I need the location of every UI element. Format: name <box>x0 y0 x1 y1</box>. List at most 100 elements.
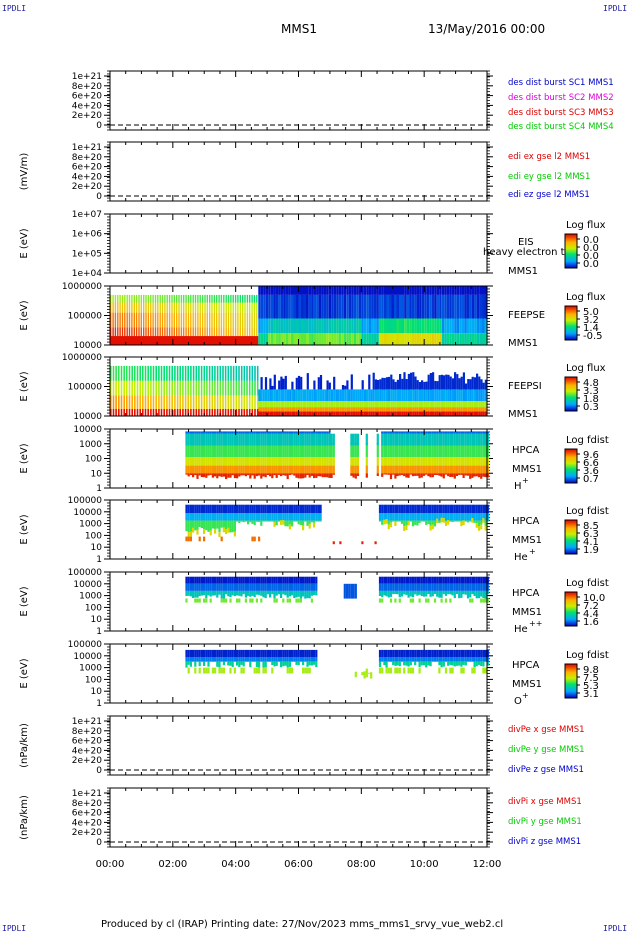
spectrogram-cell <box>469 576 472 584</box>
spectrogram-cell <box>229 590 232 598</box>
spectrogram-cell <box>174 380 176 396</box>
spectrogram-cell <box>337 407 340 412</box>
spectrogram-cell <box>299 457 302 466</box>
spectrogram-cell <box>392 411 395 416</box>
spectrogram-cell <box>464 294 467 319</box>
spectrogram-cell <box>222 457 225 466</box>
colorbar-title: Log fdist <box>566 506 609 517</box>
spectrogram-cell <box>209 657 212 662</box>
spectrogram-cell <box>363 286 367 295</box>
spectrogram-cell <box>486 598 489 603</box>
spectrogram-cell <box>142 380 144 396</box>
spectrogram-cell <box>277 457 280 466</box>
spectrogram-cell <box>176 380 179 396</box>
spectrogram-cell <box>409 590 412 597</box>
spectrogram-cell <box>464 590 467 595</box>
spectrogram-cell <box>407 401 410 408</box>
spectrogram-cell <box>291 465 294 474</box>
spectrogram-cell <box>313 576 316 584</box>
spectrogram-cell <box>328 407 331 412</box>
spectrogram-cell <box>478 411 481 416</box>
spectrogram-cell <box>442 504 445 513</box>
colorbar-tick-label: 1.8 <box>583 394 599 405</box>
spectrogram-cell <box>429 286 432 295</box>
spectrogram-cell <box>422 513 426 521</box>
spectrogram-cell <box>429 649 432 657</box>
spectrogram-cell <box>429 401 432 408</box>
spectrogram-cell <box>478 376 481 390</box>
spectrogram-cell <box>427 445 430 458</box>
spectrogram-cell <box>253 520 256 525</box>
spectrogram-cell <box>258 473 261 476</box>
spectrogram-cell <box>251 408 254 416</box>
spectrogram-cell <box>251 445 254 458</box>
spectrogram-cell <box>260 401 263 408</box>
spectrogram-cell <box>126 408 128 416</box>
spectrogram-cell <box>389 598 393 603</box>
spectrogram-cell <box>238 649 241 657</box>
spectrogram-cell <box>214 513 217 521</box>
spectrogram-cell <box>213 302 216 313</box>
spectrogram-cell <box>158 395 160 409</box>
spectrogram-cell <box>387 457 390 466</box>
y-tick-label: 100000 <box>68 312 103 322</box>
spectrogram-cell <box>376 433 379 446</box>
spectrogram-cell <box>275 513 278 521</box>
spectrogram-cell <box>269 520 272 522</box>
spectrogram-cell <box>412 411 415 416</box>
spectrogram-cell <box>205 520 208 531</box>
spectrogram-cell <box>451 465 454 474</box>
spectrogram-cell <box>392 513 395 521</box>
spectrogram-cell <box>414 431 417 434</box>
spectrogram-cell <box>280 333 284 345</box>
spectrogram-cell <box>196 598 199 603</box>
spectrogram-cell <box>387 445 390 458</box>
spectrogram-cell <box>275 657 278 662</box>
spectrogram-cell <box>311 294 314 319</box>
spectrogram-cell <box>438 407 441 412</box>
spectrogram-cell <box>477 433 481 446</box>
spectrogram-cell <box>216 657 219 662</box>
spectrogram-cell <box>284 431 287 434</box>
spectrogram-cell <box>330 411 334 416</box>
spectrogram-cell <box>451 576 454 584</box>
spectrogram-cell <box>445 407 448 412</box>
spectrogram-cell <box>454 401 457 408</box>
spectrogram-cell <box>357 389 360 402</box>
spectrogram-cell <box>258 318 261 334</box>
spectrogram-cell <box>182 395 184 409</box>
spectrogram-cell <box>196 657 199 662</box>
spectrogram-cell <box>394 649 397 657</box>
spectrogram-cell <box>313 389 316 402</box>
spectrogram-cell <box>471 294 475 319</box>
spectrogram-cell <box>284 389 287 402</box>
spectrogram-cell <box>136 365 139 381</box>
spectrogram-cell <box>405 379 408 390</box>
instrument-label: HPCA <box>512 588 540 599</box>
spectrogram-cell <box>198 536 201 542</box>
spectrogram-cell <box>407 649 410 657</box>
spectrogram-cell <box>255 433 258 446</box>
spectrogram-cell <box>330 407 334 412</box>
spectrogram-cell <box>482 518 485 523</box>
y-tick-label: 4e+20 <box>72 746 103 756</box>
spectrogram-cell <box>401 294 404 319</box>
spectrogram-cell <box>328 294 332 319</box>
spectrogram-cell <box>326 407 329 412</box>
colorbar-tick-label: 4.1 <box>583 537 599 548</box>
spectrogram-cell <box>425 657 428 662</box>
spectrogram-cell <box>466 473 470 476</box>
spectrogram-cell <box>295 401 298 408</box>
spectrogram-cell <box>442 513 445 521</box>
spectrogram-cell <box>297 433 300 446</box>
spectrogram-cell <box>403 576 406 584</box>
spectrogram-cell <box>454 294 457 319</box>
spectrogram-cell <box>282 457 285 466</box>
spectrogram-cell <box>381 513 384 521</box>
spectrogram-cell <box>255 576 258 584</box>
spectrogram-cell <box>427 431 430 434</box>
spectrogram-cell <box>480 576 483 584</box>
spectrogram-cell <box>339 401 342 408</box>
spectrogram-cell <box>313 445 316 458</box>
spectrogram-cell <box>267 401 270 408</box>
